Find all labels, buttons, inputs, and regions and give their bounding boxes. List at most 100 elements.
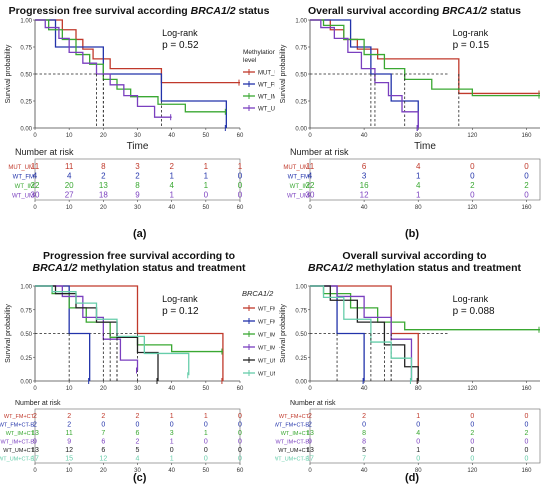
risk-table-header: Number at risk <box>290 400 336 407</box>
risk-value: 1 <box>170 456 174 463</box>
panel-b-label: (b) <box>405 228 420 240</box>
risk-value: 30 <box>306 191 315 200</box>
risk-value: 0 <box>136 422 140 429</box>
risk-x-tick-label: 60 <box>237 205 244 211</box>
risk-value: 2 <box>101 172 106 181</box>
risk-x-tick-label: 20 <box>100 205 107 211</box>
risk-value: 2 <box>470 181 475 190</box>
risk-value: 1 <box>170 439 174 446</box>
risk-value: 0 <box>238 456 242 463</box>
logrank-pvalue: p = 0.12 <box>162 306 199 317</box>
risk-value: 12 <box>360 191 369 200</box>
risk-x-tick-label: 10 <box>66 205 73 211</box>
risk-value: 11 <box>65 162 74 171</box>
risk-x-tick-label: 0 <box>308 205 312 211</box>
risk-value: 4 <box>136 456 140 463</box>
risk-value: 9 <box>67 439 71 446</box>
survival-curve <box>35 19 227 128</box>
panel-c-label: (c) <box>133 472 147 484</box>
y-tick-label: 1.00 <box>295 19 307 25</box>
survival-curve <box>35 19 172 118</box>
risk-value: 0 <box>416 456 420 463</box>
survival-curve <box>35 19 240 84</box>
panel-b-chart: 0.000.250.500.751.000 40 80 120 160Survival … <box>280 19 541 211</box>
risk-x-tick-label: 10 <box>66 468 73 474</box>
risk-table-header: Number at risk <box>15 400 61 407</box>
risk-value: 2 <box>308 413 312 420</box>
risk-value: 2 <box>524 181 529 190</box>
logrank-pvalue: p = 0.15 <box>453 40 490 51</box>
risk-value: 0 <box>524 162 529 171</box>
risk-value: 0 <box>470 413 474 420</box>
legend-title-2: level <box>243 57 257 64</box>
legend-title-rest: status <box>273 289 275 298</box>
risk-row-label: WT_IM+CT-B <box>276 440 310 446</box>
panel-b-title-post: status <box>487 5 521 17</box>
risk-value: 0 <box>362 422 366 429</box>
risk-value: 2 <box>362 413 366 420</box>
y-axis-label: Survival probability <box>280 44 287 103</box>
risk-value: 1 <box>416 191 421 200</box>
risk-value: 0 <box>525 447 529 454</box>
risk-value: 0 <box>470 439 474 446</box>
risk-value: 9 <box>33 439 37 446</box>
risk-row-label: WT_UM <box>12 194 34 200</box>
legend-item-label: WT_UM <box>258 107 275 113</box>
y-tick-label: 0.00 <box>295 127 307 133</box>
risk-x-tick-label: 0 <box>33 205 37 211</box>
risk-table-box <box>309 158 541 201</box>
y-tick-label: 0.75 <box>20 46 32 52</box>
legend-item-label: WT_FM+CT <box>258 307 275 313</box>
risk-value: 1 <box>204 172 209 181</box>
risk-row-label: WT_UM <box>287 194 309 200</box>
y-axis-label: Survival probability <box>5 304 12 363</box>
risk-x-tick-label: 40 <box>361 205 368 211</box>
y-tick-label: 0.25 <box>20 356 32 362</box>
risk-x-tick-label: 20 <box>100 468 107 474</box>
panel-c-title: Progression free survival according to B… <box>8 250 270 274</box>
risk-value: 0 <box>238 422 242 429</box>
risk-value: 2 <box>136 413 140 420</box>
risk-value: 0 <box>525 413 529 420</box>
x-tick-label: 30 <box>134 386 141 392</box>
risk-value: 1 <box>416 413 420 420</box>
risk-value: 9 <box>308 439 312 446</box>
risk-value: 5 <box>136 447 140 454</box>
risk-row-label: WT_IM+CT <box>6 431 35 437</box>
risk-x-tick-label: 50 <box>202 468 209 474</box>
risk-value: 8 <box>362 430 366 437</box>
y-tick-label: 0.75 <box>295 308 307 314</box>
risk-x-tick-label: 120 <box>467 205 478 211</box>
risk-value: 1 <box>238 162 243 171</box>
risk-value: 4 <box>416 430 420 437</box>
y-tick-label: 1.00 <box>20 285 32 291</box>
x-tick-label: 120 <box>467 133 478 139</box>
y-tick-label: 0.50 <box>295 332 307 338</box>
risk-value: 11 <box>66 430 73 437</box>
risk-value: 18 <box>99 191 108 200</box>
risk-row-label: WT_FM+CT-B <box>0 423 34 429</box>
risk-x-tick-label: 40 <box>361 468 368 474</box>
risk-x-tick-label: 30 <box>134 205 141 211</box>
panel-c-chart: 0.000.250.500.751.000 10 20 30 40 50 60Surviva… <box>0 285 275 475</box>
y-tick-label: 0.00 <box>20 380 32 386</box>
risk-value: 0 <box>470 422 474 429</box>
risk-value: 13 <box>31 447 39 454</box>
y-tick-label: 0.25 <box>295 100 307 106</box>
risk-value: 3 <box>135 162 140 171</box>
risk-value: 11 <box>31 162 40 171</box>
risk-value: 17 <box>306 456 314 463</box>
x-tick-label: 20 <box>100 133 107 139</box>
risk-x-tick-label: 80 <box>415 468 422 474</box>
risk-x-tick-label: 30 <box>134 468 141 474</box>
risk-value: 13 <box>99 181 108 190</box>
legend-item-label: WT_IM+CT <box>258 333 275 339</box>
risk-value: 0 <box>204 422 208 429</box>
risk-row-label: MUT_UM <box>8 165 34 171</box>
survival-curve <box>35 19 227 113</box>
risk-row-label: WT_IM+CT-B <box>1 440 35 446</box>
survival-curve <box>310 285 419 381</box>
y-tick-label: 0.50 <box>20 332 32 338</box>
risk-value: 1 <box>204 430 208 437</box>
y-tick-label: 0.25 <box>295 356 307 362</box>
